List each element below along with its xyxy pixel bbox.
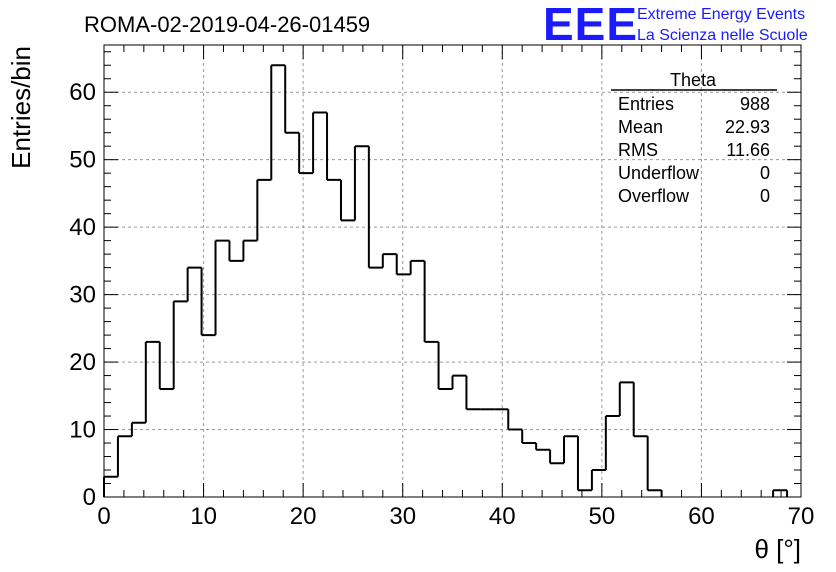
x-tick-label: 30 — [389, 503, 416, 530]
stats-label: RMS — [618, 140, 658, 160]
histogram-bin — [535, 443, 551, 451]
histogram-bin — [284, 65, 300, 134]
histogram-bin — [618, 381, 634, 417]
histogram-bin — [130, 421, 146, 437]
histogram-bin — [353, 145, 369, 221]
histogram-bin — [172, 300, 188, 390]
histogram-bin — [646, 436, 662, 492]
histogram-bin — [507, 409, 523, 431]
stats-value: 11.66 — [726, 140, 770, 160]
histogram-bin — [144, 340, 160, 423]
chart-title: ROMA-02-2019-04-26-01459 — [84, 12, 370, 37]
histogram-bin — [395, 254, 411, 276]
histogram-bin — [465, 375, 481, 411]
histogram-bin — [563, 435, 578, 464]
x-tick-label: 70 — [788, 503, 815, 530]
histogram-bin — [326, 112, 341, 181]
grid-lines — [104, 45, 801, 497]
histogram-bin — [632, 382, 648, 438]
eee-logo: EEE Extreme Energy Events La Scienza nel… — [543, 0, 808, 50]
stats-label: Entries — [618, 94, 674, 114]
stats-label: Underflow — [618, 163, 700, 183]
x-tick-label: 50 — [589, 503, 616, 530]
x-tick-label: 0 — [97, 503, 110, 530]
histogram-bin — [521, 429, 537, 445]
x-tick-label: 20 — [290, 503, 317, 530]
histogram-bin — [409, 259, 425, 275]
histogram-bin — [772, 489, 788, 497]
brand-line-1: Extreme Energy Events — [637, 6, 805, 23]
y-tick-labels: 0 10 20 30 40 50 60 — [69, 79, 96, 511]
stats-value: 0 — [760, 163, 770, 183]
histogram-bin — [423, 260, 439, 343]
histogram-bin — [270, 64, 286, 180]
histogram-bin — [256, 178, 272, 241]
histogram-bin — [576, 436, 592, 492]
stats-value: 22.93 — [725, 117, 770, 137]
y-tick-label: 60 — [69, 79, 96, 106]
stats-row-entries: Entries 988 — [618, 94, 770, 114]
stats-box: Theta Entries 988 Mean 22.93 RMS 11.66 U… — [611, 70, 777, 206]
y-tick-label: 0 — [83, 484, 96, 511]
histogram-bin — [604, 415, 620, 471]
histogram-bin — [437, 341, 453, 391]
y-tick-label: 50 — [69, 147, 96, 174]
stats-label: Mean — [618, 117, 663, 137]
y-tick-label: 40 — [69, 214, 96, 241]
histogram-bin — [339, 179, 355, 222]
stats-label: Overflow — [618, 186, 690, 206]
stats-box-name: Theta — [670, 70, 717, 90]
eee-logo-text: EEE — [543, 0, 638, 50]
stats-row-mean: Mean 22.93 — [618, 117, 770, 137]
histogram-bin — [103, 475, 118, 497]
stats-row-rms: RMS 11.66 — [618, 140, 770, 160]
plot-frame — [103, 44, 802, 498]
histogram-bin — [451, 374, 467, 390]
y-tick-label: 20 — [69, 349, 96, 376]
histogram-bin — [158, 341, 174, 391]
stats-value: 988 — [740, 94, 770, 114]
stats-row-overflow: Overflow 0 — [618, 186, 770, 206]
stats-row-underflow: Underflow 0 — [618, 163, 770, 183]
y-tick-label: 10 — [69, 417, 96, 444]
x-tick-label: 60 — [688, 503, 715, 530]
y-axis-title: Entries/bin — [6, 46, 36, 169]
histogram-series — [103, 64, 789, 497]
histogram-bin — [312, 111, 328, 174]
x-tick-labels: 0 10 20 30 40 50 60 70 — [97, 503, 814, 530]
x-tick-label: 40 — [489, 503, 516, 530]
histogram-bin — [367, 146, 383, 269]
x-axis-title: θ [°] — [754, 534, 801, 564]
histogram-bin — [116, 435, 132, 477]
x-tick-label: 10 — [190, 503, 217, 530]
stats-value: 0 — [760, 186, 770, 206]
histogram-bin — [242, 239, 258, 261]
histogram-bin — [298, 132, 314, 175]
histogram-bin — [549, 449, 565, 465]
y-tick-label: 30 — [69, 282, 96, 309]
histogram-bin — [590, 469, 606, 491]
histogram-bin — [228, 240, 244, 262]
brand-line-2: La Scienza nelle Scuole — [637, 27, 808, 44]
histogram-bin — [381, 253, 397, 268]
histogram-bin — [186, 266, 202, 302]
histogram-bin — [200, 267, 216, 337]
histogram-bin — [214, 239, 230, 336]
